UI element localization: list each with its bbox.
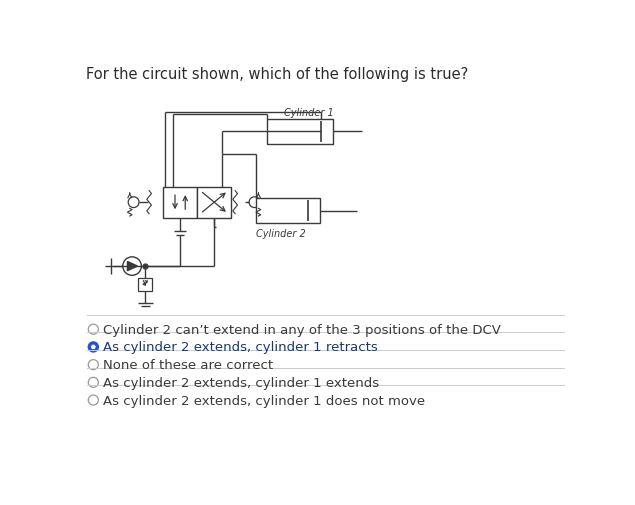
Bar	[256, 199, 319, 224]
Text: Cylinder 1: Cylinder 1	[284, 108, 333, 118]
Text: As cylinder 2 extends, cylinder 1 does not move: As cylinder 2 extends, cylinder 1 does n…	[104, 394, 425, 407]
Text: None of these are correct: None of these are correct	[104, 359, 274, 371]
Bar	[267, 120, 333, 144]
Circle shape	[128, 197, 139, 208]
Text: Cylinder 2 can’t extend in any of the 3 positions of the DCV: Cylinder 2 can’t extend in any of the 3 …	[104, 323, 501, 336]
Circle shape	[88, 325, 98, 334]
Circle shape	[88, 378, 98, 388]
Text: Cylinder 2: Cylinder 2	[256, 228, 305, 238]
Text: For the circuit shown, which of the following is true?: For the circuit shown, which of the foll…	[86, 67, 468, 82]
Bar	[197, 187, 231, 218]
Circle shape	[88, 342, 98, 352]
Circle shape	[88, 395, 98, 405]
Circle shape	[91, 345, 96, 349]
Bar	[138, 278, 152, 292]
Polygon shape	[128, 262, 138, 271]
Circle shape	[249, 197, 260, 208]
Text: As cylinder 2 extends, cylinder 1 extends: As cylinder 2 extends, cylinder 1 extend…	[104, 376, 380, 389]
Circle shape	[123, 258, 142, 276]
Text: As cylinder 2 extends, cylinder 1 retracts: As cylinder 2 extends, cylinder 1 retrac…	[104, 341, 378, 353]
Circle shape	[88, 360, 98, 370]
Bar	[163, 187, 197, 218]
